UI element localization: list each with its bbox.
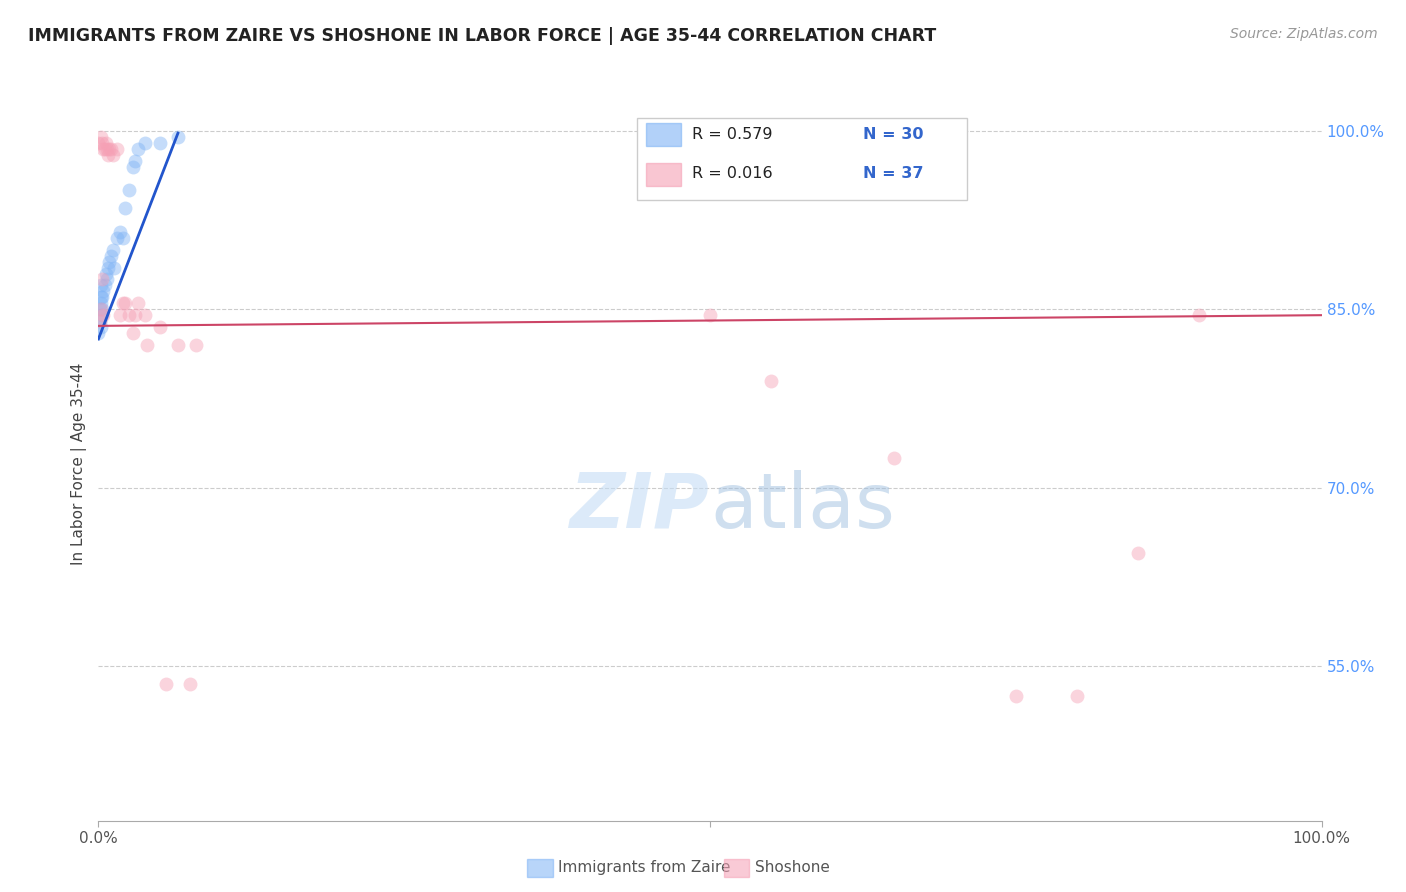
Point [91,272,114,286]
Point [118,183,141,197]
Point [1128,546,1150,560]
Point [110,308,132,322]
Y-axis label: In Labor Force | Age 35-44: In Labor Force | Age 35-44 [72,363,87,565]
Text: IMMIGRANTS FROM ZAIRE VS SHOSHONE IN LABOR FORCE | AGE 35-44 CORRELATION CHART: IMMIGRANTS FROM ZAIRE VS SHOSHONE IN LAB… [28,27,936,45]
Point [96,272,118,286]
Point [1066,689,1088,703]
Point [90,290,112,304]
Point [98,142,121,156]
Point [1188,308,1211,322]
Point [110,225,132,239]
Point [179,677,201,691]
Point [101,243,124,257]
Point [93,142,115,156]
Point [1004,689,1026,703]
Point [124,308,146,322]
Point [167,338,190,352]
Point [105,231,128,245]
Point [186,338,208,352]
FancyBboxPatch shape [647,162,681,186]
Point [91,290,114,304]
Point [105,142,128,156]
Point [94,267,117,281]
Point [121,160,143,174]
Point [91,285,114,299]
Text: N = 37: N = 37 [863,166,924,181]
Point [100,249,122,263]
Point [121,326,143,340]
Text: R = 0.016: R = 0.016 [692,166,772,181]
Point [101,147,124,161]
Point [124,153,146,168]
Point [87,136,110,150]
Point [149,320,172,334]
Point [87,326,110,340]
Point [149,136,172,150]
Point [134,136,156,150]
Point [761,374,783,388]
Point [97,147,120,161]
Point [91,308,114,322]
Point [96,142,118,156]
Point [111,231,134,245]
Point [100,142,122,156]
Point [699,308,721,322]
Point [134,308,156,322]
FancyBboxPatch shape [647,123,681,146]
FancyBboxPatch shape [637,118,967,200]
Point [114,296,136,310]
Point [127,296,149,310]
Text: R = 0.579: R = 0.579 [692,127,772,142]
Point [89,314,111,328]
Text: N = 30: N = 30 [863,127,924,142]
Text: ZIP: ZIP [571,470,710,543]
Point [94,136,117,150]
Point [127,142,149,156]
Point [111,296,134,310]
Point [167,129,190,144]
Point [89,314,111,328]
Point [118,308,141,322]
Point [97,260,120,275]
Point [91,136,114,150]
Text: atlas: atlas [710,470,894,543]
Point [91,308,114,322]
Point [91,142,114,156]
Point [114,201,136,215]
Text: Immigrants from Zaire: Immigrants from Zaire [558,861,731,875]
Point [98,254,121,268]
Point [89,302,111,317]
Point [883,450,905,465]
Point [90,302,112,317]
Point [90,129,112,144]
Point [136,338,159,352]
Point [93,278,115,293]
Point [90,320,112,334]
Text: Source: ZipAtlas.com: Source: ZipAtlas.com [1230,27,1378,41]
Text: Shoshone: Shoshone [755,861,830,875]
Point [90,296,112,310]
Point [103,260,125,275]
Point [155,677,177,691]
Point [91,302,114,317]
Point [90,278,112,293]
